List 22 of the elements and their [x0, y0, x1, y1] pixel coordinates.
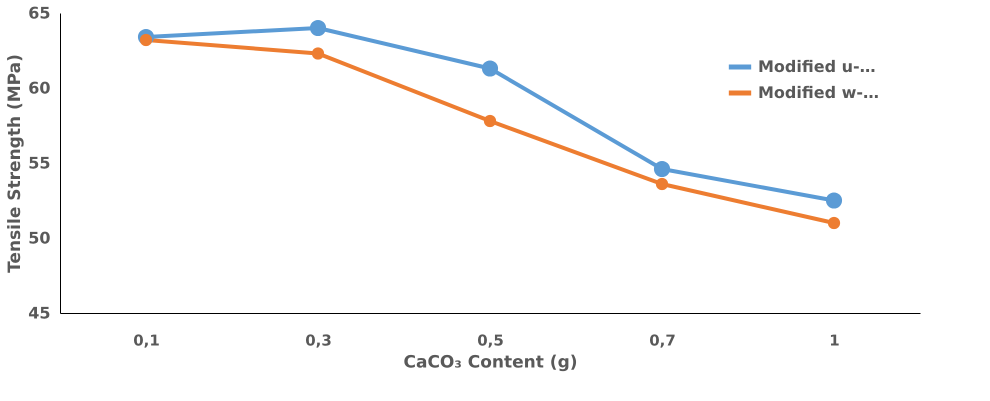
point: [828, 216, 840, 230]
point: [484, 114, 496, 128]
y-tick-label: 50: [28, 228, 50, 248]
y-tick-label: 55: [28, 154, 50, 172]
point: [654, 160, 670, 178]
x-tick-label: 1: [829, 332, 840, 350]
x-tick-label: 0,3: [305, 332, 332, 350]
point: [312, 47, 324, 60]
y-axis-title: Tensile Strength (MPa): [5, 54, 26, 273]
x-tick-label: 0,1: [133, 332, 160, 350]
point: [656, 178, 668, 190]
x-tick-label: 0,7: [649, 332, 676, 350]
y-tick-label: 65: [28, 4, 50, 22]
y-tick-label: 60: [28, 78, 50, 98]
point: [310, 20, 326, 36]
y-tick-label: 45: [28, 304, 50, 322]
legend-label: Modified w-…: [758, 83, 880, 102]
x-tick-label: 0,5: [477, 332, 504, 350]
x-axis-title: CaCO₃ Content (g): [403, 352, 578, 372]
point: [826, 192, 842, 209]
legend-label: Modified u-…: [758, 57, 876, 76]
point: [482, 60, 498, 77]
